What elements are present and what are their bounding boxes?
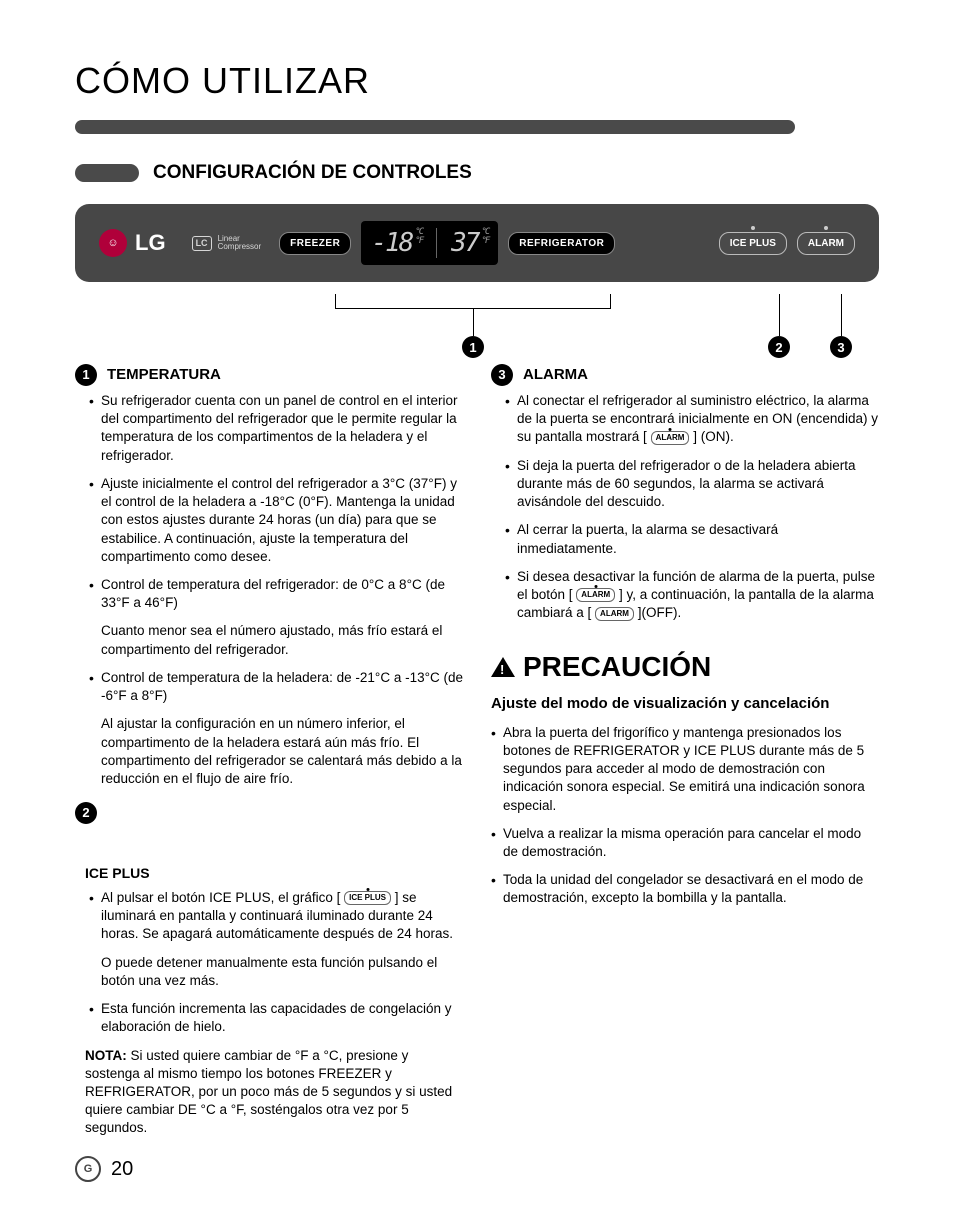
list-item: Esta función incrementa las capacidades … [101,1000,463,1036]
lg-face-icon: ☺ [99,229,127,257]
temp-display: -18 °C°F 37 °C°F [361,221,498,265]
temperatura-list-2: Control de temperatura de la heladera: d… [75,669,463,705]
num-3-icon: 3 [491,364,513,386]
panel-center: FREEZER -18 °C°F 37 °C°F REFRIGERATOR [279,221,615,265]
list-item: Control de temperatura del refrigerador:… [101,576,463,612]
temperatura-list: Su refrigerador cuenta con un panel de c… [75,392,463,612]
precaucion-heading: PRECAUCIÓN [491,648,879,686]
fridge-temp: 37 °C°F [451,228,488,258]
note-paragraph: NOTA: Si usted quiere cambiar de °F a °C… [75,1047,463,1138]
callout-diagram: 1 2 3 [75,294,879,364]
lg-footer-icon: G [75,1156,101,1182]
temperatura-label: TEMPERATURA [107,365,221,385]
list-item: Toda la unidad del congelador se desacti… [503,871,879,907]
temperatura-heading: 1 TEMPERATURA [75,364,463,386]
callout-2: 2 [768,336,790,358]
list-item: Abra la puerta del frigorífico y manteng… [503,724,879,815]
page-footer: G 20 [75,1156,133,1182]
body-columns: 1 TEMPERATURA Su refrigerador cuenta con… [75,364,879,1138]
left-column: 1 TEMPERATURA Su refrigerador cuenta con… [75,364,463,1138]
list-item: Ajuste inicialmente el control del refri… [101,475,463,566]
num-1-icon: 1 [75,364,97,386]
panel-body: ☺ LG LC LinearCompressor FREEZER -18 °C°… [75,204,879,282]
temp-separator [436,228,437,258]
num-2-icon: 2 [75,802,97,824]
alarma-list: Al conectar el refrigerador al suministr… [491,392,879,622]
ice-plus-list-2: Esta función incrementa las capacidades … [75,1000,463,1036]
list-item: Si deja la puerta del refrigerador o de … [517,457,879,512]
list-item: Su refrigerador cuenta con un panel de c… [101,392,463,465]
right-column: 3 ALARMA Al conectar el refrigerador al … [491,364,879,1138]
precaucion-subtitle: Ajuste del modo de visualización y cance… [491,694,879,714]
lc-icon: LC [192,236,212,251]
precaucion-list: Abra la puerta del frigorífico y manteng… [491,724,879,908]
list-item: Al conectar el refrigerador al suministr… [517,392,879,447]
ice-plus-button[interactable]: ICE PLUS [719,232,787,255]
paragraph: Cuanto menor sea el número ajustado, más… [75,622,463,658]
page-number: 20 [111,1158,133,1181]
callout-3: 3 [830,336,852,358]
list-item: Al cerrar la puerta, la alarma se desact… [517,521,879,557]
page-title: CÓMO UTILIZAR [75,60,879,102]
section-header: CONFIGURACIÓN DE CONTROLES [75,162,879,184]
paragraph: O puede detener manualmente esta función… [75,954,463,990]
alarm-icon: ALARM [576,588,615,602]
panel-right: ICE PLUS ALARM [719,232,855,255]
control-panel: ☺ LG LC LinearCompressor FREEZER -18 °C°… [75,204,879,282]
precaucion-title: PRECAUCIÓN [523,648,711,686]
alarma-heading: 3 ALARMA [491,364,879,386]
ice-plus-icon: ICE PLUS [344,891,391,905]
freezer-button[interactable]: FREEZER [279,232,351,255]
linear-compressor-badge: LC LinearCompressor [192,235,262,251]
ice-plus-label: ICE PLUS [75,864,463,883]
lg-text: LG [135,230,166,256]
section-title: CONFIGURACIÓN DE CONTROLES [153,162,472,184]
callout-1: 1 [462,336,484,358]
alarm-button[interactable]: ALARM [797,232,855,255]
refrigerator-button[interactable]: REFRIGERATOR [508,232,615,255]
paragraph: Al ajustar la configuración en un número… [75,715,463,788]
ice-plus-list: Al pulsar el botón ICE PLUS, el gráfico … [75,889,463,944]
alarma-label: ALARMA [523,365,588,385]
freezer-temp: -18 °C°F [371,228,422,258]
alarm-icon: ALARM [651,431,690,445]
title-bar [75,120,795,134]
alarm-off-icon: ALARM [595,607,634,621]
section-pill [75,164,139,182]
led-dot-icon [824,226,828,230]
list-item: Si desea desactivar la función de alarma… [517,568,879,623]
list-item: Control de temperatura de la heladera: d… [101,669,463,705]
list-item: Vuelva a realizar la misma operación par… [503,825,879,861]
lg-logo: ☺ LG [99,229,166,257]
led-dot-icon [751,226,755,230]
list-item: Al pulsar el botón ICE PLUS, el gráfico … [101,889,463,944]
warning-icon [491,657,515,677]
